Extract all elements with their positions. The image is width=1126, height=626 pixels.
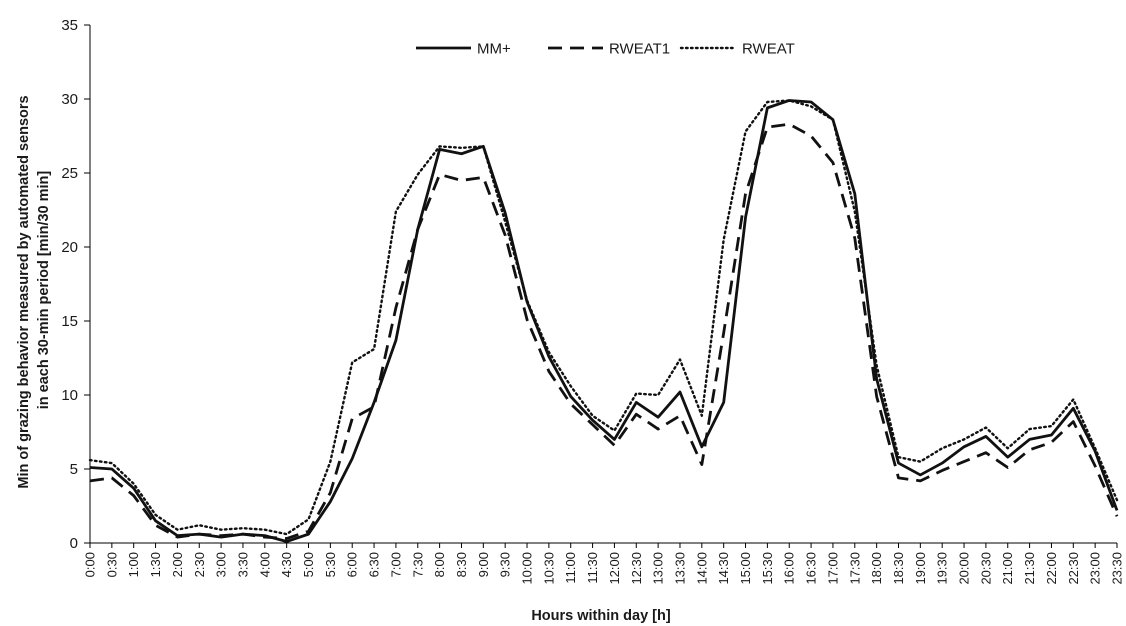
x-tick-label: 4:30	[279, 552, 294, 577]
x-tick-label: 9:30	[498, 552, 513, 577]
x-tick-label: 23:30	[1110, 552, 1125, 585]
x-tick-label: 10:30	[541, 552, 556, 585]
y-tick-label: 35	[61, 17, 78, 34]
x-tick-label: 0:00	[83, 552, 98, 577]
y-tick-label: 10	[61, 387, 78, 404]
x-tick-label: 19:00	[913, 552, 928, 585]
x-tick-label: 5:00	[301, 552, 316, 577]
x-tick-label: 3:30	[235, 552, 250, 577]
legend: MM+ RWEAT1 RWEAT	[416, 41, 795, 58]
x-tick-label: 16:30	[804, 552, 819, 585]
x-tick-label: 2:00	[170, 552, 185, 577]
x-tick-label: 21:00	[1000, 552, 1015, 585]
x-tick-label: 21:30	[1022, 552, 1037, 585]
x-tick-label: 23:00	[1088, 552, 1103, 585]
y-axis-ticks: 0 5 10 15 20 25 30 35	[61, 17, 90, 552]
x-tick-label: 8:00	[432, 552, 447, 577]
y-tick-label: 15	[61, 313, 78, 330]
x-axis-ticks: 0:00 0:30 1:00 1:30 2:00 2:30 3:00 3:30 4:00 4:30…	[83, 543, 1125, 585]
x-tick-label: 6:30	[367, 552, 382, 577]
x-tick-label: 15:30	[760, 552, 775, 585]
x-tick-label: 7:30	[410, 552, 425, 577]
legend-label: RWEAT	[742, 41, 795, 58]
x-tick-label: 17:00	[825, 552, 840, 585]
series-line-mm-	[89, 99, 1119, 543]
x-tick-label: 11:00	[563, 552, 578, 584]
x-tick-label: 14:30	[716, 552, 731, 585]
x-tick-label: 22:30	[1066, 552, 1081, 585]
x-tick-label: 5:30	[323, 552, 338, 577]
x-tick-label: 8:30	[454, 552, 469, 577]
x-tick-label: 11:30	[585, 552, 600, 584]
legend-label: MM+	[477, 41, 511, 58]
x-tick-label: 0:30	[104, 552, 119, 577]
x-tick-label: 19:30	[935, 552, 950, 585]
x-tick-label: 20:30	[978, 552, 993, 585]
x-tick-label: 18:30	[891, 552, 906, 585]
x-tick-label: 15:00	[738, 552, 753, 585]
x-tick-label: 17:30	[847, 552, 862, 585]
x-tick-label: 1:30	[148, 552, 163, 577]
x-tick-label: 3:00	[214, 552, 229, 577]
series-line-rweat	[88, 99, 1119, 536]
x-tick-label: 9:00	[476, 552, 491, 577]
y-axis-title: Min of grazing behavior measured by auto…	[16, 91, 52, 488]
x-tick-label: 18:00	[869, 552, 884, 585]
x-tick-label: 22:00	[1044, 552, 1059, 585]
x-tick-label: 2:30	[192, 552, 207, 577]
y-tick-label: 25	[61, 165, 78, 182]
x-tick-label: 1:00	[126, 552, 141, 577]
x-tick-label: 7:00	[388, 552, 403, 577]
x-tick-label: 20:00	[957, 552, 972, 585]
legend-label: RWEAT1	[609, 41, 670, 58]
x-tick-label: 4:00	[257, 552, 272, 577]
y-axis-title-line-1: Min of grazing behavior measured by auto…	[16, 95, 32, 488]
x-tick-label: 12:30	[629, 552, 644, 585]
x-tick-label: 16:00	[782, 552, 797, 585]
series-line-rweat1	[89, 122, 1119, 540]
x-axis-title: Hours within day [h]	[531, 608, 671, 624]
y-tick-label: 20	[61, 239, 78, 256]
x-tick-label: 13:00	[651, 552, 666, 585]
x-tick-label: 13:30	[672, 552, 687, 585]
y-tick-label: 30	[61, 91, 78, 108]
y-axis-title-line-2: in each 30-min period [min/30 min]	[36, 171, 52, 410]
x-tick-label: 14:00	[694, 552, 709, 585]
x-tick-label: 12:00	[607, 552, 622, 585]
y-tick-label: 0	[70, 535, 78, 552]
y-tick-label: 5	[70, 461, 78, 478]
x-tick-label: 6:00	[345, 552, 360, 577]
series-layer	[88, 99, 1119, 543]
x-tick-label: 10:00	[520, 552, 535, 585]
